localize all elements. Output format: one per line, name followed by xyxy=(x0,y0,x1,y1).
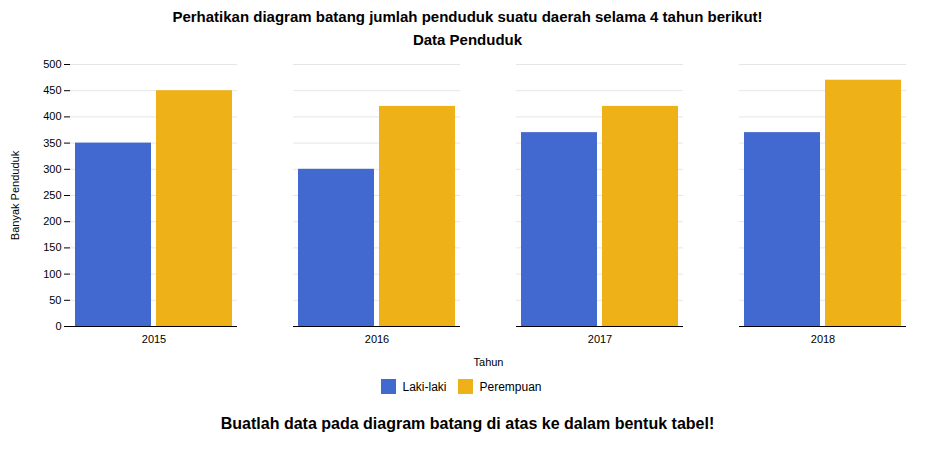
svg-text:2017: 2017 xyxy=(588,333,612,345)
html-text:Laki-laki: Laki-laki xyxy=(402,379,447,394)
svg-text:0: 0 xyxy=(55,320,61,332)
svg-text:Tahun: Tahun xyxy=(474,356,504,368)
svg-text:150: 150 xyxy=(43,241,61,253)
svg-text:400: 400 xyxy=(43,110,61,122)
svg-text:50: 50 xyxy=(49,294,61,306)
svg-text:250: 250 xyxy=(43,189,61,201)
svg-text:2015: 2015 xyxy=(142,333,166,345)
svg-text:350: 350 xyxy=(43,137,61,149)
svg-text:2016: 2016 xyxy=(365,333,389,345)
html-text:Perempuan: Perempuan xyxy=(479,379,542,394)
svg-text:2018: 2018 xyxy=(811,333,835,345)
svg-text:Banyak Penduduk: Banyak Penduduk xyxy=(9,150,21,240)
html-text:Perhatikan diagram batang juml: Perhatikan diagram batang jumlah pendudu… xyxy=(172,8,763,25)
html-text:Buatlah data pada diagram bata: Buatlah data pada diagram batang di atas… xyxy=(220,415,715,432)
html-text:Data Penduduk: Data Penduduk xyxy=(412,31,523,48)
svg-text:500: 500 xyxy=(43,58,61,70)
svg-text:450: 450 xyxy=(43,84,61,96)
svg-text:300: 300 xyxy=(43,163,61,175)
svg-text:100: 100 xyxy=(43,268,61,280)
svg-text:200: 200 xyxy=(43,215,61,227)
